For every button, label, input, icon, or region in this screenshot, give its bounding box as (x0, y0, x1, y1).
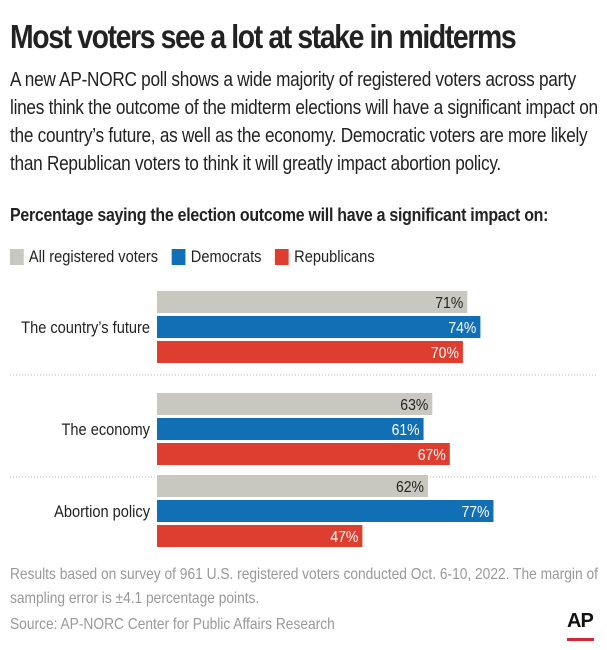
legend-label: All registered voters (28, 247, 159, 266)
page-title: Most voters see a lot at stake in midter… (10, 18, 517, 55)
data-label: 71% (435, 295, 463, 312)
legend-item-republicans: Republicans (275, 247, 375, 267)
ap-logo: AP (567, 610, 594, 632)
data-label: 63% (400, 397, 428, 414)
legend: All registered voters Democrats Republic… (10, 247, 388, 267)
legend-swatch (275, 249, 290, 265)
bar (157, 525, 363, 547)
legend-item-democrats: Democrats (171, 247, 262, 267)
legend-label: Republicans (294, 247, 375, 266)
category-label: Abortion policy (54, 503, 150, 521)
data-label: 74% (448, 320, 476, 337)
footnote: Results based on survey of 961 U.S. regi… (10, 566, 598, 607)
source: Source: AP-NORC Center for Public Affair… (10, 616, 335, 633)
legend-swatch (171, 249, 186, 265)
bar (157, 443, 450, 465)
data-label: 67% (418, 447, 446, 464)
bar (157, 500, 494, 522)
legend-label: Democrats (190, 247, 262, 266)
data-label: 77% (461, 504, 489, 521)
chart-title: Percentage saying the election outcome w… (10, 204, 549, 225)
data-label: 61% (392, 422, 420, 439)
data-label: 47% (330, 529, 358, 546)
data-label: 70% (431, 345, 459, 362)
bar (157, 291, 468, 313)
legend-swatch (10, 249, 24, 265)
bar (157, 341, 463, 363)
category-label: The economy (61, 421, 150, 439)
bar-chart: The country’s future 71% 74% 70% The economy… (10, 291, 597, 547)
legend-item-all: All registered voters (10, 247, 158, 267)
category-label: The country’s future (21, 319, 150, 337)
ap-logo-underline (567, 638, 594, 641)
bar (157, 418, 424, 440)
bar (157, 393, 433, 415)
bar (157, 475, 428, 497)
subtitle: A new AP-NORC poll shows a wide majority… (10, 69, 598, 175)
bar (157, 316, 481, 338)
data-label: 62% (396, 479, 424, 496)
